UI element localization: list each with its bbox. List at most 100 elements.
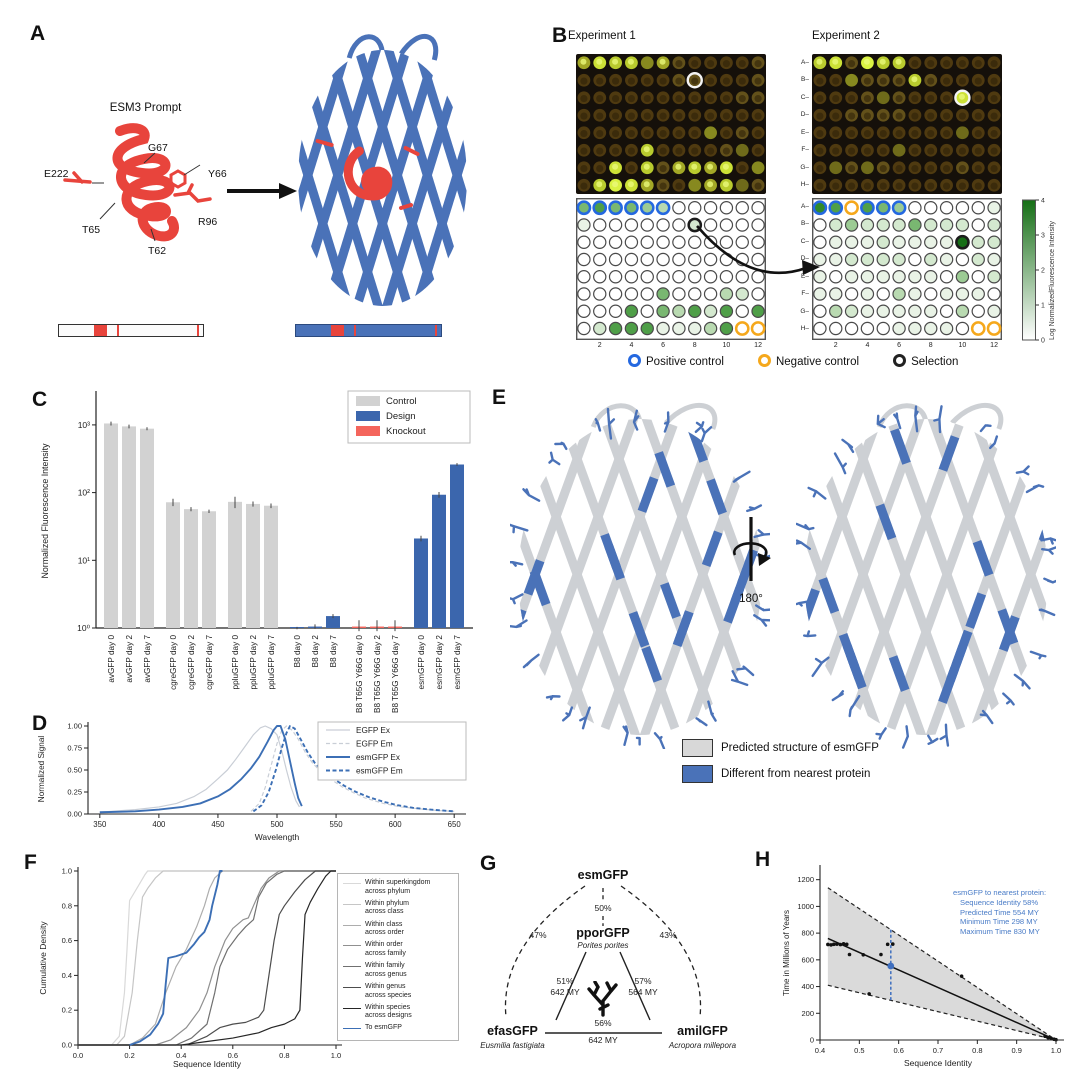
taxonomy-legend-item: Within superkingdom across phylum [343, 879, 454, 896]
column-label: 4 [865, 342, 870, 349]
svg-text:0: 0 [1041, 338, 1045, 345]
svg-text:Wavelength: Wavelength [255, 832, 300, 842]
row-label: E– [801, 272, 809, 280]
sidechain-sticks [510, 407, 770, 749]
spectra-line-chart: 350 400 450 500 550 600 650 0.00 0.25 0.50 0.75 1.0… [37, 721, 467, 842]
svg-text:avGFP day 2: avGFP day 2 [125, 635, 134, 683]
column-label: 2 [833, 342, 838, 349]
svg-text:1000: 1000 [797, 902, 814, 911]
svg-text:2: 2 [1041, 268, 1045, 275]
designed-gfp-structure [298, 34, 467, 306]
svg-text:400: 400 [801, 982, 814, 991]
svg-text:esmGFP day 2: esmGFP day 2 [435, 635, 444, 690]
svg-text:0.0: 0.0 [73, 1051, 83, 1060]
svg-text:0.75: 0.75 [67, 744, 82, 753]
experiment1-plate-schematic [576, 198, 766, 340]
sidechain-sticks [796, 405, 1056, 749]
prompt-helix-ribbon [112, 123, 179, 242]
svg-text:400: 400 [152, 820, 166, 829]
svg-text:0.4: 0.4 [815, 1046, 825, 1055]
prompt-region-mark [116, 325, 119, 336]
svg-text:cgreGFP day 0: cgreGFP day 0 [169, 635, 178, 690]
edge-esmgfp-efasgfp: 47% [529, 930, 547, 940]
row-label: C– [800, 237, 809, 245]
edge-efasgfp-amilgfp-time: 642 MY [588, 1035, 618, 1045]
row-label: G– [800, 163, 809, 171]
cumulative-density-chart: 0.0 0.2 0.4 0.6 0.8 1.0 0.0 0.2 0.4 0.6 0.8 1.0 Cumu… [38, 867, 342, 1069]
residue-label-t62: T62 [148, 245, 167, 257]
svg-text:Sequence Identity: Sequence Identity [173, 1059, 242, 1069]
selection-ring [893, 354, 907, 367]
fluorescence-bar-chart: 10⁰ 10¹ 10² 10³ Normalized Fluorescence Inte… [40, 390, 473, 713]
svg-text:esmGFP day 7: esmGFP day 7 [453, 635, 462, 690]
svg-text:0.25: 0.25 [67, 788, 82, 797]
column-label: 10 [722, 342, 731, 349]
row-label: A– [801, 202, 809, 210]
row-label: H– [800, 325, 809, 333]
svg-text:0.8: 0.8 [972, 1046, 982, 1055]
species-efasgfp: Eusmilia fastigiata [480, 1041, 545, 1050]
similarity-triangle-edges [504, 885, 702, 1034]
prompt-region-mark [197, 325, 200, 336]
edge-pporgfp-efasgfp-time: 642 MY [550, 987, 580, 997]
column-label: 12 [990, 342, 998, 349]
svg-text:0.8: 0.8 [62, 901, 72, 910]
plate-legend: Positive control Negative control Selectio… [628, 352, 992, 370]
chromophore-helix [315, 139, 420, 210]
svg-text:1.00: 1.00 [67, 722, 82, 731]
edge-pporgfp-amilgfp-pct: 57% [634, 976, 652, 986]
experiment1-title: Experiment 1 [568, 30, 636, 42]
prompt-region-mark [354, 325, 357, 336]
divergence-time-chart: 0 200 400 600 800 1000 1200 0.4 0.5 0.6 0.7 0.8 0.9 1… [782, 865, 1064, 1068]
svg-text:0.6: 0.6 [893, 1046, 903, 1055]
prompt-region-mark [330, 325, 344, 336]
svg-text:600: 600 [389, 820, 403, 829]
svg-text:0.6: 0.6 [228, 1051, 238, 1060]
row-label: B– [801, 76, 809, 84]
svg-text:cgreGFP day 2: cgreGFP day 2 [187, 635, 196, 690]
experiment2-title: Experiment 2 [812, 30, 880, 42]
svg-text:0.4: 0.4 [176, 1051, 186, 1060]
tyrosine-ring [169, 169, 187, 189]
plate-legend-label: Negative control [775, 356, 860, 368]
residue-label-g67: G67 [148, 142, 168, 154]
svg-text:EGFP Em: EGFP Em [356, 740, 393, 749]
column-label: 8 [692, 342, 697, 349]
species-pporgfp: Porites porites [577, 941, 629, 950]
residue-label-e222: E222 [44, 168, 69, 180]
svg-text:0.0: 0.0 [62, 1041, 72, 1050]
svg-text:ppluGFP day 0: ppluGFP day 0 [231, 635, 240, 690]
esm3-prompt-structure [63, 123, 212, 242]
design-sequence-bar [295, 324, 442, 337]
svg-text:0.2: 0.2 [124, 1051, 134, 1060]
fluorescence-colorbar: 0 1 2 3 4 [1022, 198, 1045, 345]
esm3-prompt-title: ESM3 Prompt [109, 102, 182, 114]
panel-c-label: C [32, 388, 48, 411]
row-label: F– [801, 290, 809, 298]
svg-text:1.0: 1.0 [62, 867, 72, 876]
panel-e: E 180° Predicted structure of esmGFP Dif… [478, 383, 1080, 803]
svg-text:Cumulative Density: Cumulative Density [38, 921, 48, 995]
svg-text:Normalized Fluorescence Intens: Normalized Fluorescence Intensity [40, 443, 50, 579]
prompt-sequence-bar [58, 324, 204, 337]
svg-text:1: 1 [1041, 303, 1045, 310]
panel-d-label: D [32, 712, 48, 735]
svg-text:10³: 10³ [78, 420, 90, 430]
column-label: 12 [754, 342, 762, 349]
svg-text:350: 350 [93, 820, 107, 829]
predicted-structure-swatch [682, 739, 713, 757]
panel-g: G esmGFP 50% pporGFP Porites porites 47%… [470, 852, 782, 1074]
svg-text:B8 day 0: B8 day 0 [293, 635, 302, 668]
row-label: E– [801, 128, 809, 136]
column-label: 4 [629, 342, 634, 349]
panel-f: F 0.0 0.2 0.4 0.6 0.8 1.0 0.0 0.2 0.4 0.6 0.8 1.0 Cu… [18, 845, 488, 1073]
experiment1-plate-photo [576, 54, 766, 194]
row-label: F– [801, 146, 809, 154]
svg-text:avGFP day 0: avGFP day 0 [107, 635, 116, 683]
svg-text:600: 600 [801, 955, 814, 964]
svg-text:Knockout: Knockout [386, 426, 426, 437]
plate-legend-label: Positive control [646, 356, 724, 368]
structure-legend-row-2: Different from nearest protein [682, 765, 870, 783]
panel-d: D 350 400 450 500 550 600 650 0.00 0.25 0.50 0.75 1… [18, 712, 493, 852]
column-label: 10 [958, 342, 967, 349]
